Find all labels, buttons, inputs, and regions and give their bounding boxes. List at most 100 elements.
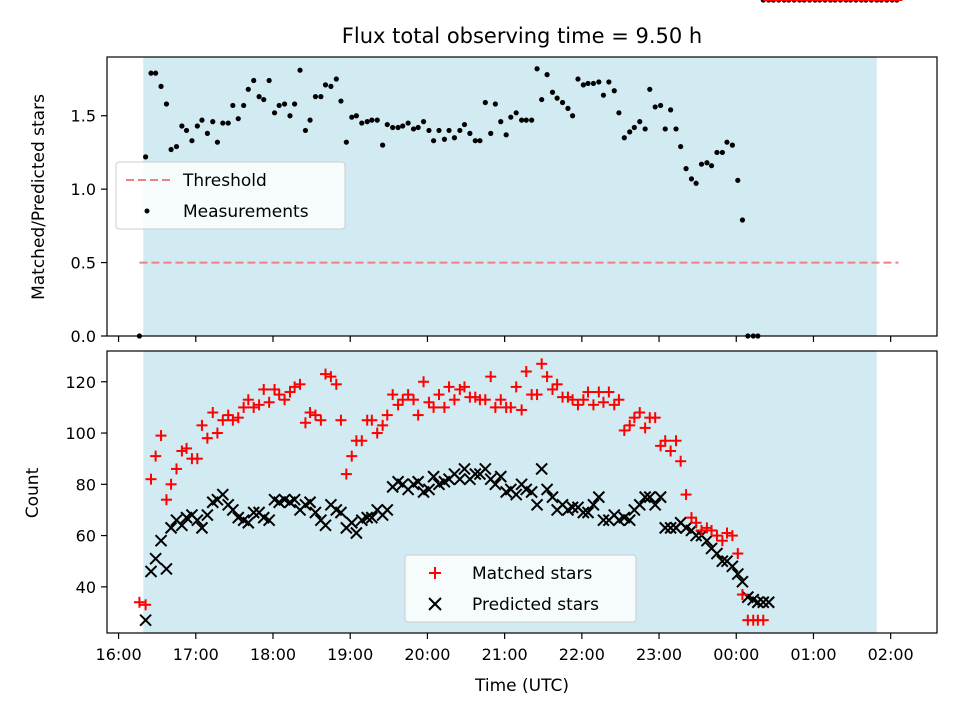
matched-point xyxy=(551,378,563,390)
predicted-point xyxy=(716,555,729,568)
x-tick-label: 00:00 xyxy=(713,645,759,664)
matched-point xyxy=(624,419,636,431)
matched-point xyxy=(133,596,145,608)
measurement-point xyxy=(482,99,488,106)
predicted-point xyxy=(581,506,595,519)
measurement-point xyxy=(395,124,401,131)
matched-point xyxy=(603,386,615,398)
bottom-y-tick-label: 120 xyxy=(65,373,96,392)
matched-point xyxy=(428,401,440,413)
top-x-ticks xyxy=(117,336,892,342)
measurement-point xyxy=(724,139,730,145)
measurement-point xyxy=(534,66,540,72)
predicted-point xyxy=(360,511,374,524)
bottom-y-tick-label: 60 xyxy=(76,527,96,546)
predicted-point xyxy=(247,506,260,519)
predicted-point xyxy=(195,521,209,535)
matched-point xyxy=(680,489,692,501)
matched-point xyxy=(253,399,265,411)
matched-point xyxy=(309,409,321,421)
predicted-point xyxy=(319,519,332,532)
predicted-point xyxy=(334,506,348,519)
bottom-legend: Matched stars Predicted stars xyxy=(404,554,637,623)
measurement-point xyxy=(627,129,633,135)
measurement-point xyxy=(194,123,200,129)
x-tick-label: 21:00 xyxy=(482,645,528,664)
predicted-point xyxy=(736,575,749,588)
predicted-point xyxy=(751,596,765,609)
measurement-point xyxy=(590,80,597,87)
measurement-point xyxy=(307,117,313,123)
matched-point xyxy=(325,371,337,383)
matched-point xyxy=(618,424,630,436)
matched-point xyxy=(340,468,352,480)
measurement-point xyxy=(183,127,190,134)
matched-point xyxy=(402,389,414,401)
measurement-point xyxy=(508,114,514,120)
predicted-point xyxy=(525,485,538,499)
predicted-point xyxy=(643,490,656,504)
measurement-point xyxy=(441,136,448,142)
matched-point xyxy=(593,386,605,398)
measurement-point xyxy=(214,139,221,145)
matched-point xyxy=(443,381,455,393)
matched-point xyxy=(150,450,162,462)
measurement-point xyxy=(369,117,375,123)
predicted-point xyxy=(494,470,507,483)
predicted-point xyxy=(510,488,523,501)
measurement-point xyxy=(436,127,442,134)
measurement-point xyxy=(199,117,205,123)
measurement-point xyxy=(585,80,591,87)
matched-point xyxy=(567,394,579,406)
top-y-tick-label: 0.5 xyxy=(71,254,96,273)
measurement-point xyxy=(302,127,309,134)
matched-point xyxy=(438,401,450,413)
measurement-point xyxy=(498,119,504,125)
matched-point xyxy=(217,414,229,426)
measurement-point xyxy=(668,107,674,113)
matched-point xyxy=(366,414,378,426)
top-y-tick-label: 0.0 xyxy=(71,327,96,346)
measurement-point xyxy=(554,95,560,101)
measurement-point xyxy=(513,110,519,116)
predicted-point xyxy=(762,596,775,609)
matched-point xyxy=(479,394,491,406)
measurement-point xyxy=(714,149,720,156)
predicted-point xyxy=(191,513,204,527)
matched-point xyxy=(489,401,501,413)
x-tick-label: 19:00 xyxy=(327,645,373,664)
predicted-point xyxy=(648,498,662,512)
measurement-point xyxy=(322,82,329,88)
measurement-point xyxy=(652,104,658,110)
predicted-point xyxy=(453,472,467,486)
matched-point xyxy=(263,396,275,408)
matched-point xyxy=(639,422,651,434)
predicted-point xyxy=(540,483,554,496)
measurement-point xyxy=(704,160,710,166)
matched-point xyxy=(732,548,744,560)
matched-point xyxy=(356,435,368,447)
measurement-point xyxy=(580,82,586,88)
predicted-point xyxy=(587,498,600,512)
measurement-point xyxy=(415,124,421,131)
matched-point xyxy=(315,414,327,426)
matched-point xyxy=(412,409,424,421)
measurement-point xyxy=(230,102,236,109)
predicted-point xyxy=(530,498,544,512)
matched-point xyxy=(238,401,250,413)
matched-point xyxy=(346,450,358,462)
matched-point xyxy=(582,386,594,398)
matched-point xyxy=(242,394,254,406)
measurement-point xyxy=(235,116,241,122)
matched-point xyxy=(696,524,708,536)
top-axes-frame xyxy=(106,56,938,337)
bottom-y-tick-label: 100 xyxy=(65,424,96,443)
measurement-point xyxy=(163,101,170,107)
measurement-point xyxy=(297,67,303,73)
predicted-point xyxy=(149,552,162,565)
measurement-point xyxy=(678,143,684,150)
measurement-point xyxy=(519,117,525,123)
predicted-point xyxy=(689,529,703,542)
predicted-point xyxy=(175,519,189,532)
